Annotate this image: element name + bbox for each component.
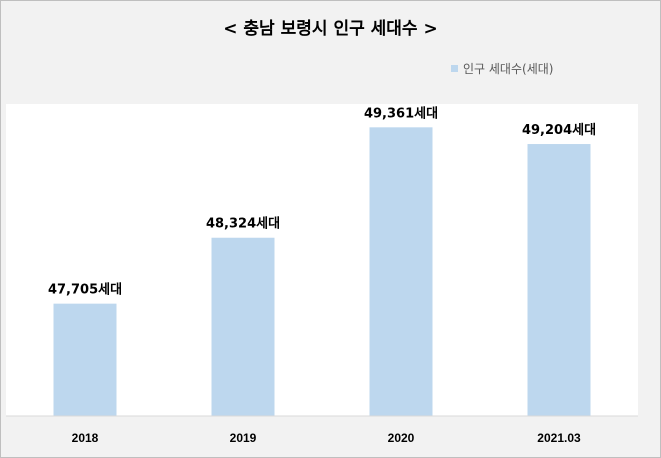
x-tick-label-2018: 2018 [72, 431, 99, 445]
data-label-2019: 48,324세대 [206, 217, 280, 232]
legend: 인구 세대수(세대) [451, 60, 553, 77]
x-tick-label-2020: 2020 [388, 431, 415, 445]
data-label-2020: 49,361세대 [364, 106, 438, 121]
bar-2018 [53, 303, 117, 416]
chart-title: < 충남 보령시 인구 세대수 > [223, 19, 438, 39]
legend-swatch [451, 65, 458, 72]
bar-2020 [369, 127, 433, 417]
x-tick-label-2019: 2019 [230, 431, 257, 445]
data-label-2018: 47,705세대 [48, 283, 122, 298]
bar-2019 [211, 237, 275, 416]
bar-2021.03 [527, 144, 591, 417]
legend-label: 인구 세대수(세대) [463, 62, 554, 76]
x-tick-label-2021.03: 2021.03 [537, 431, 581, 445]
data-label-2021.03: 49,204세대 [522, 123, 596, 138]
